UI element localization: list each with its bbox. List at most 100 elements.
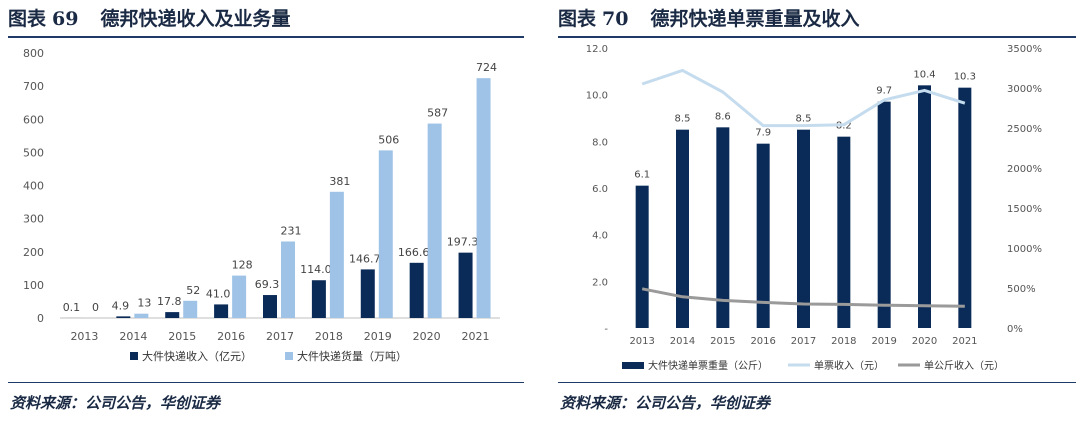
data-label: 0.1 — [63, 301, 81, 314]
chart-title: 图表 70 德邦快递单票重量及收入 — [558, 8, 860, 30]
data-label: 9.7 — [876, 86, 892, 97]
data-label: 231 — [281, 224, 302, 237]
y-right-tick-label: 3000% — [1007, 84, 1042, 95]
x-tick-label: 2014 — [670, 336, 695, 347]
bar-weight — [716, 127, 730, 328]
bar-revenue — [263, 295, 277, 318]
bar-volume — [427, 123, 442, 319]
data-label: 8.5 — [796, 114, 812, 125]
bar-weight — [676, 129, 689, 328]
chart-panel-69: 图表 69 德邦快递收入及业务量 0 100 200 300 400 500 600 700 800… — [0, 0, 528, 421]
legend-swatch — [285, 352, 293, 360]
x-tick-label: 2018 — [831, 336, 856, 347]
data-label: 10.3 — [954, 72, 976, 83]
x-tick-label: 2019 — [871, 336, 896, 347]
y-right-tick-label: 0% — [1007, 324, 1023, 335]
y-tick-label: 600 — [23, 113, 44, 126]
y-right-tick-label: 2500% — [1007, 124, 1042, 135]
y-tick-label: 800 — [23, 47, 44, 60]
bar-weight — [756, 143, 770, 328]
x-tick-label: 2015 — [168, 330, 196, 343]
chart-panel-70: 图表 70 德邦快递单票重量及收入 - 2.0 4.0 6.0 8.0 10.0 12.0 0% 5… — [550, 0, 1080, 421]
x-tick-label: 2020 — [413, 330, 441, 343]
title-rule — [558, 36, 1076, 38]
data-label: 506 — [378, 133, 399, 146]
data-label: 17.8 — [157, 295, 182, 308]
data-label: 13 — [137, 297, 151, 310]
legend-label: 单票收入（元） — [814, 359, 884, 372]
x-tick-label: 2017 — [791, 336, 816, 347]
data-label: 0 — [92, 301, 99, 314]
weight-revenue-chart: - 2.0 4.0 6.0 8.0 10.0 12.0 0% 500% 1000% 1500% 200… — [586, 44, 1042, 372]
source-rule — [558, 382, 1076, 383]
data-label: 10.4 — [913, 69, 935, 80]
bar-weight — [877, 101, 891, 328]
x-tick-label: 2015 — [710, 336, 735, 347]
y-left-tick-label: 6.0 — [592, 184, 608, 195]
bar-revenue — [116, 316, 131, 318]
data-label: 128 — [232, 259, 253, 272]
legend-label: 大件快递货量（万吨） — [297, 349, 407, 363]
data-label: 7.9 — [755, 128, 771, 139]
source-note: 资料来源：公司公告，华创证券 — [560, 394, 771, 412]
data-label: 166.6 — [398, 246, 430, 259]
bar-revenue — [311, 280, 326, 318]
y-right-tick-label: 2000% — [1007, 164, 1042, 175]
bar-volume — [476, 78, 491, 318]
bar-revenue — [360, 269, 375, 318]
chart-title: 图表 69 德邦快递收入及业务量 — [8, 8, 291, 30]
y-left-tick-label: - — [604, 324, 608, 335]
x-tick-label: 2018 — [315, 330, 343, 343]
bar-weight — [797, 129, 810, 328]
data-label: 146.7 — [349, 252, 381, 265]
x-tick-label: 2016 — [217, 330, 245, 343]
x-tick-label: 2019 — [364, 330, 392, 343]
source-note: 资料来源：公司公告，华创证券 — [10, 394, 221, 412]
bar-volume — [329, 191, 344, 318]
x-tick-label: 2017 — [266, 330, 294, 343]
y-tick-label: 0 — [37, 312, 44, 325]
y-tick-label: 200 — [23, 246, 44, 259]
legend-label: 大件快递单票重量（公斤） — [648, 359, 768, 372]
data-label: 724 — [476, 61, 497, 74]
legend-swatch — [622, 362, 644, 369]
legend-label: 单公斤收入（元） — [924, 359, 1004, 372]
data-label: 69.3 — [255, 278, 280, 291]
bar-revenue — [458, 252, 473, 318]
title-rule — [8, 36, 524, 38]
data-label: 52 — [186, 284, 200, 297]
data-label: 41.0 — [206, 287, 231, 300]
x-tick-label: 2013 — [70, 330, 98, 343]
bar-revenue — [409, 262, 424, 318]
y-right-tick-label: 500% — [1007, 284, 1036, 295]
y-left-tick-label: 4.0 — [592, 231, 608, 242]
x-tick-label: 2013 — [629, 336, 654, 347]
bar-volume — [378, 150, 393, 318]
bar-volume — [232, 275, 247, 318]
legend-swatch — [130, 352, 138, 360]
data-label: 6.1 — [634, 170, 650, 181]
legend-label: 大件快递收入（亿元） — [142, 349, 252, 363]
data-label: 114.0 — [300, 263, 332, 276]
y-left-tick-label: 8.0 — [592, 137, 608, 148]
y-tick-label: 100 — [23, 279, 44, 292]
data-label: 8.6 — [715, 111, 731, 122]
y-tick-label: 400 — [23, 180, 44, 193]
y-left-tick-label: 10.0 — [586, 91, 608, 102]
bar-weight — [635, 185, 649, 328]
y-tick-label: 700 — [23, 80, 44, 93]
data-label: 587 — [427, 107, 448, 120]
bar-revenue — [214, 304, 229, 318]
line-revenue-per-parcel — [641, 68, 966, 128]
x-tick-label: 2021 — [462, 330, 490, 343]
y-right-tick-label: 1500% — [1007, 204, 1042, 215]
bar-volume — [183, 300, 198, 318]
x-tick-label: 2014 — [119, 330, 147, 343]
data-label: 4.9 — [112, 299, 130, 312]
data-label: 381 — [329, 175, 350, 188]
bar-volume — [281, 241, 295, 318]
y-tick-label: 300 — [23, 213, 44, 226]
y-right-tick-label: 1000% — [1007, 244, 1042, 255]
bar-weight — [837, 136, 851, 328]
y-right-tick-label: 3500% — [1007, 44, 1042, 55]
